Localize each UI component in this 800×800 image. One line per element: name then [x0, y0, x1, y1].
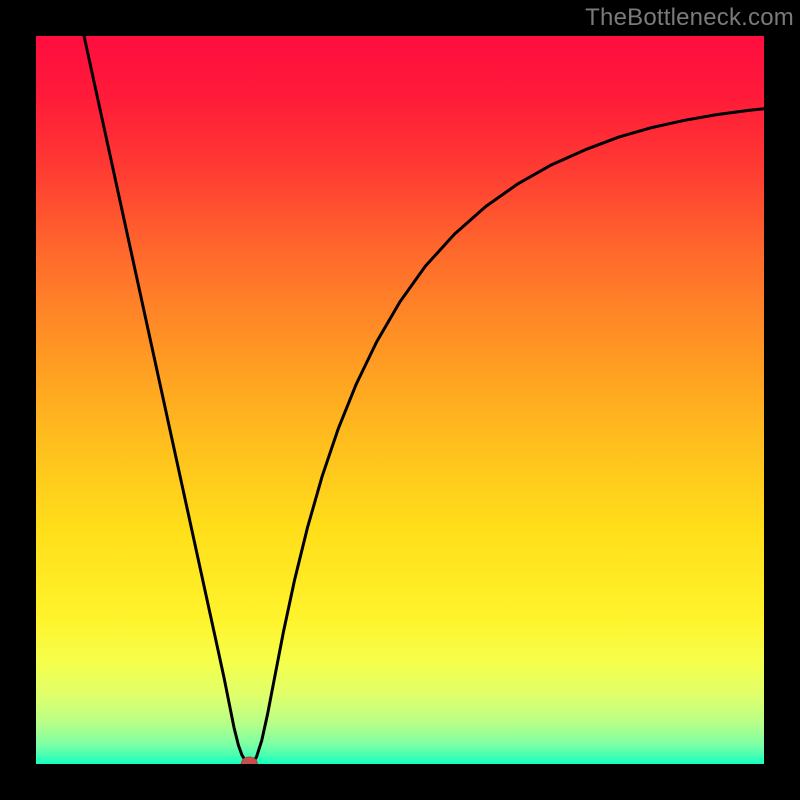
- chart-stage: TheBottleneck.com: [0, 0, 800, 800]
- watermark-text: TheBottleneck.com: [585, 4, 794, 32]
- bottleneck-curve: [84, 36, 764, 764]
- curve-layer: [36, 36, 764, 764]
- plot-area: [36, 36, 764, 764]
